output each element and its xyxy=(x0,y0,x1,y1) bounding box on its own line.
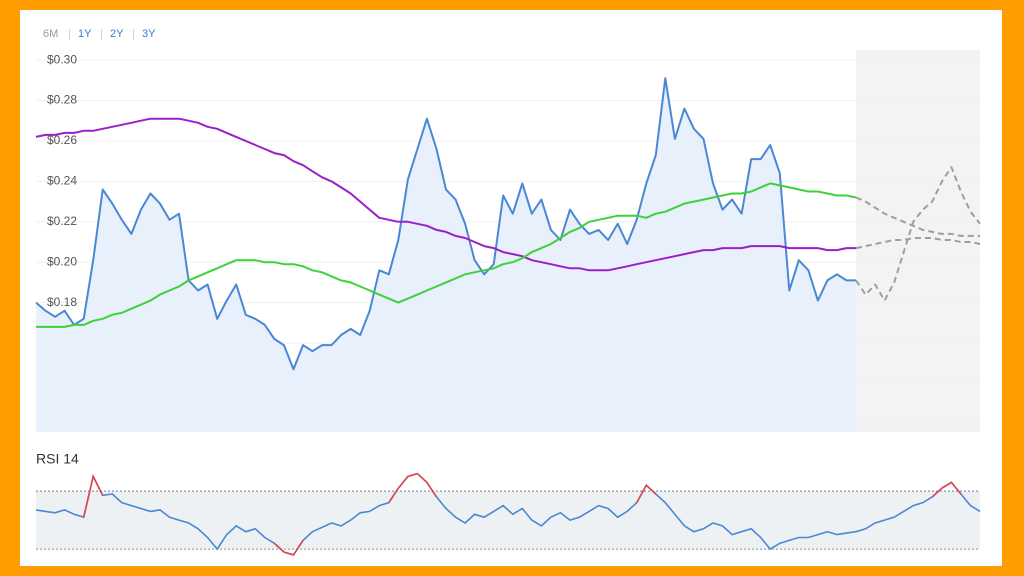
rsi-alert-line xyxy=(82,474,104,518)
period-button[interactable]: 6M xyxy=(43,28,58,40)
forecast-line xyxy=(855,237,981,250)
series-line xyxy=(35,77,856,371)
forecast-line xyxy=(855,196,980,237)
rsi-line xyxy=(35,472,981,556)
y-tick-label: $0.20 xyxy=(47,254,77,268)
y-tick-label: $0.24 xyxy=(47,174,77,188)
price-area xyxy=(36,78,857,433)
y-tick-label: $0.18 xyxy=(47,295,77,309)
y-tick-label: $0.28 xyxy=(47,93,77,107)
separator: | xyxy=(68,28,71,40)
series-line xyxy=(36,182,857,328)
forecast-line xyxy=(855,166,981,302)
y-tick-label: $0.26 xyxy=(47,133,77,147)
rsi-title: RSI 14 xyxy=(36,451,79,467)
period-button[interactable]: 3Y xyxy=(142,28,156,40)
y-tick-label: $0.22 xyxy=(47,214,77,228)
rsi-alert-line xyxy=(388,472,438,504)
forecast-region xyxy=(856,50,980,432)
period-button[interactable]: 2Y xyxy=(110,28,124,40)
y-tick-label: $0.30 xyxy=(47,52,77,66)
separator: | xyxy=(100,28,103,40)
period-selector: 6M | 1Y | 2Y | 3Y xyxy=(43,28,156,40)
rsi-alert-line xyxy=(931,481,962,498)
rsi-alert-line xyxy=(273,539,304,556)
rsi-band xyxy=(36,491,980,550)
separator: | xyxy=(132,28,135,40)
period-button[interactable]: 1Y xyxy=(78,28,92,40)
rsi-alert-line xyxy=(635,484,657,504)
series-line xyxy=(35,117,856,272)
